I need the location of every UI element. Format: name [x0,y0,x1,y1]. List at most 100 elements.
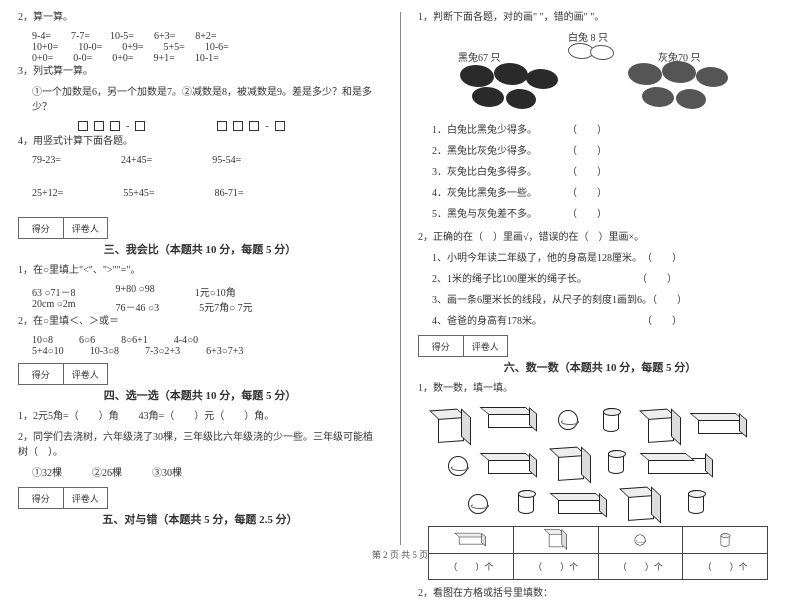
cube-icon [628,493,654,521]
section-4-title: 四、选一选（本题共 10 分，每题 5 分） [18,387,382,403]
judge-list: 1．白兔比黑兔少得多。 （ ） 2．黑兔比灰兔少得多。 （ ） 3．灰兔比白兔多… [418,123,782,222]
cylinder-icon [688,490,704,514]
tf-item: 2、1米的绳子比100厘米的绳子长。 （ ） [432,272,782,287]
box-icon [78,121,88,131]
q3-sub: ①一个加数是6，另一个加数是7。②减数是8，被减数是9。差是多少？和是多少？ [18,85,382,115]
expr: 25+12= [32,188,63,199]
judge-item: 5．黑兔与灰兔差不多。 （ ） [432,207,782,222]
s6q1: 1，数一数，填一填。 [418,381,782,396]
gray-rabbit-icon [696,67,728,87]
s3q1-row2: 20cm ○2m 76－46 ○3 5元7角○ 7元 [18,299,382,314]
score-box: 得分 评卷人 [18,363,108,385]
expr: 9-4= [32,31,51,42]
right-column: 1，判断下面各题，对的画" "，错的画" "。 白兔 8 只 黑兔67 只 灰兔… [400,0,800,565]
expr: 1元○10角 [195,284,236,299]
black-rabbit-icon [472,87,504,107]
s4q1: 1，2元5角=（ ）角 43角=（ ）元（ ）角。 [18,409,382,424]
box-icon [94,121,104,131]
s4q2-opts: ①32棵 ②26棵 ③30棵 [18,466,382,481]
expr: 55+45= [123,188,154,199]
judge-item: 1．白兔比黑兔少得多。 （ ） [432,123,782,138]
q2-row2: 10+0= 10-0= 0+9= 5+5= 10-6= [18,42,382,53]
judge-item: 2．黑兔比灰兔少得多。 （ ） [432,144,782,159]
grader-label: 评卷人 [464,336,508,356]
grader-label: 评卷人 [64,364,108,384]
expr: 76－46 ○3 [116,299,160,314]
s3q1-row1: 63 ○71－8 9+80 ○98 1元○10角 [18,284,382,299]
sphere-icon [448,456,468,476]
r-q2-title: 2，正确的在（ ）里画√，错误的在（ ）里画×。 [418,230,782,245]
expr: 63 ○71－8 [32,284,76,299]
box-icon [217,121,227,131]
cube-icon [548,533,562,547]
cube-icon [558,453,584,481]
sphere-icon [558,410,578,430]
score-box: 得分 评卷人 [418,335,508,357]
expr: 95-54= [212,155,241,166]
section-6-title: 六、数一数（本题共 10 分，每题 5 分） [418,359,782,375]
q4-title: 4，用竖式计算下面各题。 [18,134,382,149]
cuboid-icon [459,536,483,545]
page-footer: 第 2 页 共 5 页 [0,548,800,561]
grader-label: 评卷人 [64,218,108,238]
box-icon [135,121,145,131]
cube-icon [648,415,674,443]
cylinder-icon [603,408,619,432]
gray-rabbit-icon [676,89,706,109]
expr: 10○8 [32,335,53,346]
tf-item: 1、小明今年读二年级了，他的身高是128厘米。 （ ） [432,251,782,266]
section-5-title: 五、对与错（本题共 5 分，每题 2.5 分） [18,511,382,527]
s6q2: 2，看图在方格或括号里填数： [418,586,782,601]
score-box: 得分 评卷人 [18,487,108,509]
cuboid-icon [698,418,742,434]
black-rabbit-icon [460,65,494,87]
expr: 6+3= [154,31,175,42]
cylinder-icon [721,533,730,546]
grader-label: 评卷人 [64,488,108,508]
expr: 4-4○0 [174,335,198,346]
expr: 10-0= [78,42,102,53]
white-rabbit-icon [590,45,614,60]
expr: 10-3○8 [90,346,119,357]
expr: 9+1= [154,53,175,64]
cuboid-icon [488,458,532,474]
score-label: 得分 [419,336,464,356]
expr: 8○6+1 [121,335,148,346]
tf-item: 4、爸爸的身高有178米。 （ ） [432,314,782,329]
cylinder-icon [608,450,624,474]
r-q1-title: 1，判断下面各题，对的画" "，错的画" "。 [418,10,782,25]
score-label: 得分 [19,488,64,508]
s3q2-row1: 10○8 6○6 8○6+1 4-4○0 [18,335,382,346]
tf-item: 3、画一条6厘米长的线段，从尺子的刻度1画到6。（ ） [432,293,782,308]
expr: 5+4○10 [32,346,64,357]
q3-title: 3，列式算一算。 [18,64,382,79]
cube-icon [438,415,464,443]
black-rabbit-label: 黑兔67 只 [458,49,501,64]
expr: 10-6= [205,42,229,53]
expr: 6+3○7+3 [206,346,243,357]
q2-list: 1、小明今年读二年级了，他的身高是128厘米。 （ ） 2、1米的绳子比100厘… [418,251,782,329]
expr: 10-5= [110,31,134,42]
black-rabbit-icon [506,89,536,109]
q2-row1: 9-4= 7-7= 10-5= 6+3= 8+2= [18,31,382,42]
cylinder-icon [518,490,534,514]
left-column: 2，算一算。 9-4= 7-7= 10-5= 6+3= 8+2= 10+0= 1… [0,0,400,565]
expr: 9+80 ○98 [116,284,155,299]
sphere-icon [635,535,646,546]
expr: 8+2= [195,31,216,42]
expr: 5元7角○ 7元 [199,299,253,314]
expr: 6○6 [79,335,95,346]
expr: 10-1= [195,53,219,64]
q4-row2: 25+12= 55+45= 86-71= [18,188,382,199]
gray-rabbit-icon [642,87,674,107]
judge-item: 3．灰兔比白兔多得多。 （ ） [432,165,782,180]
expr: 20cm ○2m [32,299,76,314]
expr: 0-0= [73,53,92,64]
sphere-icon [468,494,488,514]
score-label: 得分 [19,364,64,384]
expr: 79-23= [32,155,61,166]
box-line-1: - - [18,121,382,132]
expr: 5+5= [164,42,185,53]
cuboid-icon [488,412,532,428]
box-icon [110,121,120,131]
